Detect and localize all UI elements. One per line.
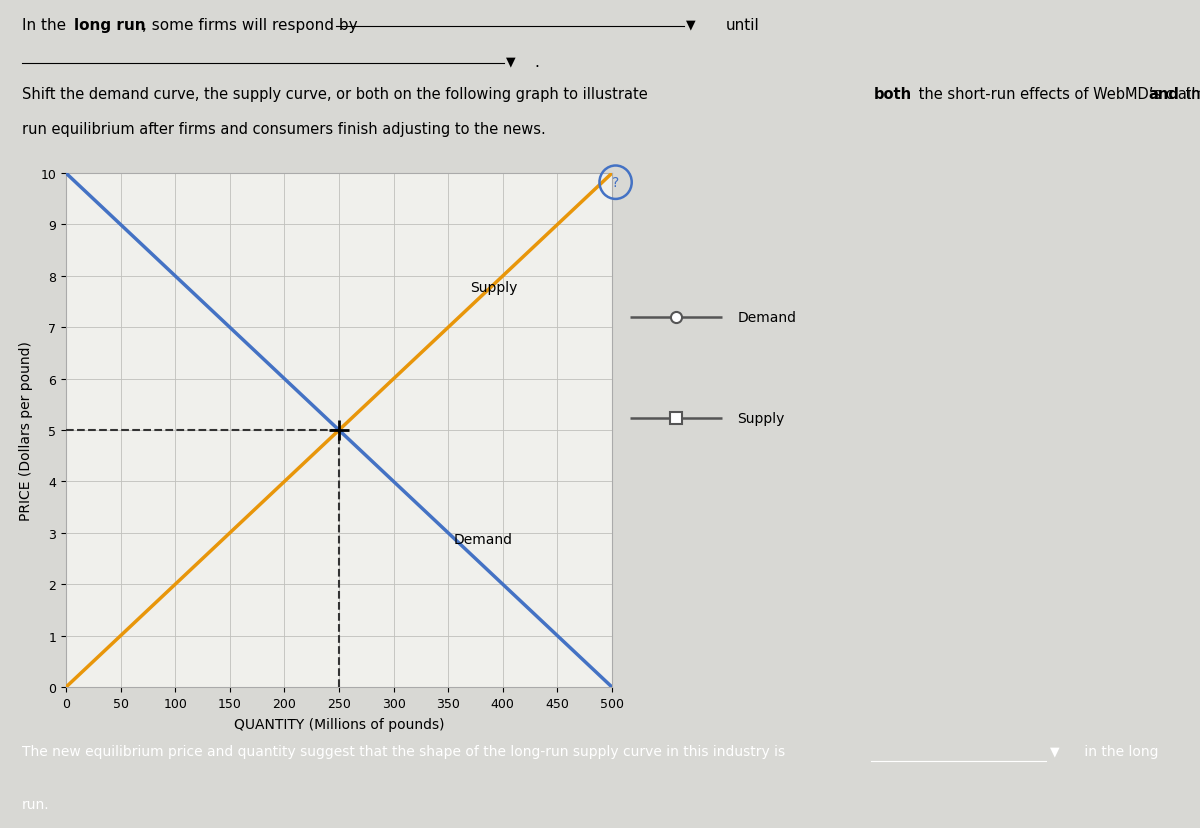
Text: the short-run effects of WebMD’s claim: the short-run effects of WebMD’s claim xyxy=(914,86,1200,101)
Y-axis label: PRICE (Dollars per pound): PRICE (Dollars per pound) xyxy=(19,341,34,520)
Text: in the long: in the long xyxy=(1080,744,1158,758)
Text: Supply: Supply xyxy=(738,412,785,425)
Text: and: and xyxy=(1148,86,1180,101)
Text: .: . xyxy=(534,55,539,70)
Text: The new equilibrium price and quantity suggest that the shape of the long-run su: The new equilibrium price and quantity s… xyxy=(22,744,785,758)
Text: both: both xyxy=(874,86,912,101)
X-axis label: QUANTITY (Millions of pounds): QUANTITY (Millions of pounds) xyxy=(234,717,444,731)
Text: ▼: ▼ xyxy=(506,55,516,68)
Text: In the: In the xyxy=(22,18,71,33)
Text: ▼: ▼ xyxy=(686,18,696,31)
Text: long run: long run xyxy=(74,18,146,33)
Text: until: until xyxy=(726,18,760,33)
Text: Shift the demand curve, the supply curve, or both on the following graph to illu: Shift the demand curve, the supply curve… xyxy=(22,86,652,101)
Text: Demand: Demand xyxy=(454,532,512,546)
Text: ?: ? xyxy=(612,176,619,190)
Text: the new long-: the new long- xyxy=(1181,86,1200,101)
Text: run equilibrium after firms and consumers finish adjusting to the news.: run equilibrium after firms and consumer… xyxy=(22,123,545,137)
Text: Demand: Demand xyxy=(738,311,797,325)
Text: , some firms will respond by: , some firms will respond by xyxy=(142,18,358,33)
Text: Supply: Supply xyxy=(470,281,517,295)
Text: ▼: ▼ xyxy=(1050,744,1060,757)
Text: run.: run. xyxy=(22,797,49,811)
